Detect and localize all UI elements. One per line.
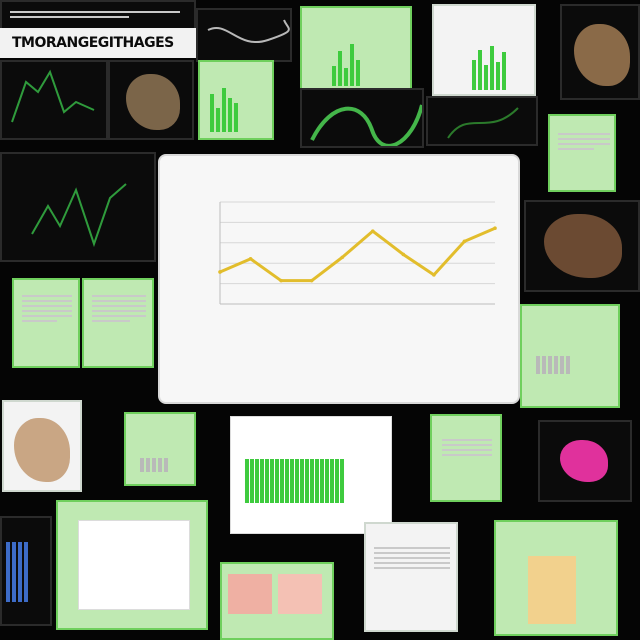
yellow-panel <box>528 556 576 624</box>
thumbnail-dark-chart[interactable] <box>0 60 108 140</box>
thumbnail-green-left-b[interactable] <box>82 278 154 368</box>
collage-title: TMORANGEGITHAGES <box>0 28 196 58</box>
thumbnail-bars <box>536 334 570 374</box>
thumbnail-top-left[interactable] <box>0 0 196 30</box>
inner-paper <box>78 520 190 610</box>
data-point <box>462 239 467 244</box>
thumbnail-green-top[interactable] <box>300 6 412 96</box>
thumbnail-green-small[interactable] <box>124 412 196 486</box>
data-point <box>279 278 283 283</box>
thumbnail-bars <box>245 443 344 503</box>
doc-lines <box>374 544 450 572</box>
thumbnail-green-bottom-right[interactable] <box>494 520 618 636</box>
thumbnail-line-chart <box>11 69 95 123</box>
brown-blob <box>574 24 630 86</box>
data-point <box>401 252 406 257</box>
thumbnail-bars <box>472 30 506 90</box>
thumbnail-machine[interactable] <box>196 8 292 62</box>
thumbnail-dark-chart-2[interactable] <box>0 152 156 262</box>
line-chart <box>218 201 497 305</box>
brown-blob <box>544 214 622 278</box>
doc-lines <box>558 130 610 153</box>
thumbnail-green-right[interactable] <box>548 114 616 192</box>
thumbnail-pink-panels[interactable] <box>220 562 334 640</box>
doc-lines <box>92 292 146 325</box>
thumbnail-photo[interactable] <box>108 60 194 140</box>
thumbnail-magenta-photo[interactable] <box>538 420 632 502</box>
thumbnail-brown-shape[interactable] <box>560 4 640 100</box>
doc-lines <box>442 436 492 459</box>
thumbnail-dark-right[interactable] <box>426 96 538 146</box>
data-point <box>493 226 497 231</box>
thumbnail-document-center[interactable] <box>230 416 392 534</box>
thumbnail-green-right-mid[interactable] <box>520 304 620 408</box>
thumbnail-blue-bars[interactable] <box>0 516 52 626</box>
thumbnail-green-mid[interactable] <box>198 60 274 140</box>
thumbnail-green-bottom-left[interactable] <box>56 500 208 630</box>
data-point <box>432 273 436 277</box>
data-point <box>370 229 375 233</box>
thumbnail-bars <box>332 36 360 86</box>
pink-panel <box>278 574 322 614</box>
thumbnail-document-bottom[interactable] <box>364 522 458 632</box>
thumbnail-brown-book[interactable] <box>2 400 82 492</box>
thumbnail-green-book[interactable] <box>430 414 502 502</box>
photo-blob <box>126 74 180 130</box>
thumbnail-green-swirl[interactable] <box>300 88 424 148</box>
doc-lines <box>22 292 72 325</box>
thumbnail-bars <box>210 82 238 132</box>
data-point <box>340 255 345 260</box>
data-point <box>218 270 222 274</box>
data-point <box>248 257 253 261</box>
swirl-graphic <box>310 104 422 146</box>
magenta-blob <box>560 440 608 482</box>
thumbnail-line-chart <box>31 183 127 248</box>
chart-card[interactable] <box>158 154 520 404</box>
thumbnail-diagram <box>207 19 290 43</box>
thumbnail-bars <box>6 542 28 602</box>
thumbnail-bars <box>140 436 168 472</box>
data-point <box>309 278 314 283</box>
brown-blob <box>14 418 70 482</box>
thumbnail-green-left-a[interactable] <box>12 278 80 368</box>
thumbnail-brown-shape-2[interactable] <box>524 200 640 292</box>
series-line <box>219 226 496 283</box>
pink-panel <box>228 574 272 614</box>
thumbnail-chart-top-right[interactable] <box>432 4 536 96</box>
thumbnail-diagram <box>447 107 519 139</box>
